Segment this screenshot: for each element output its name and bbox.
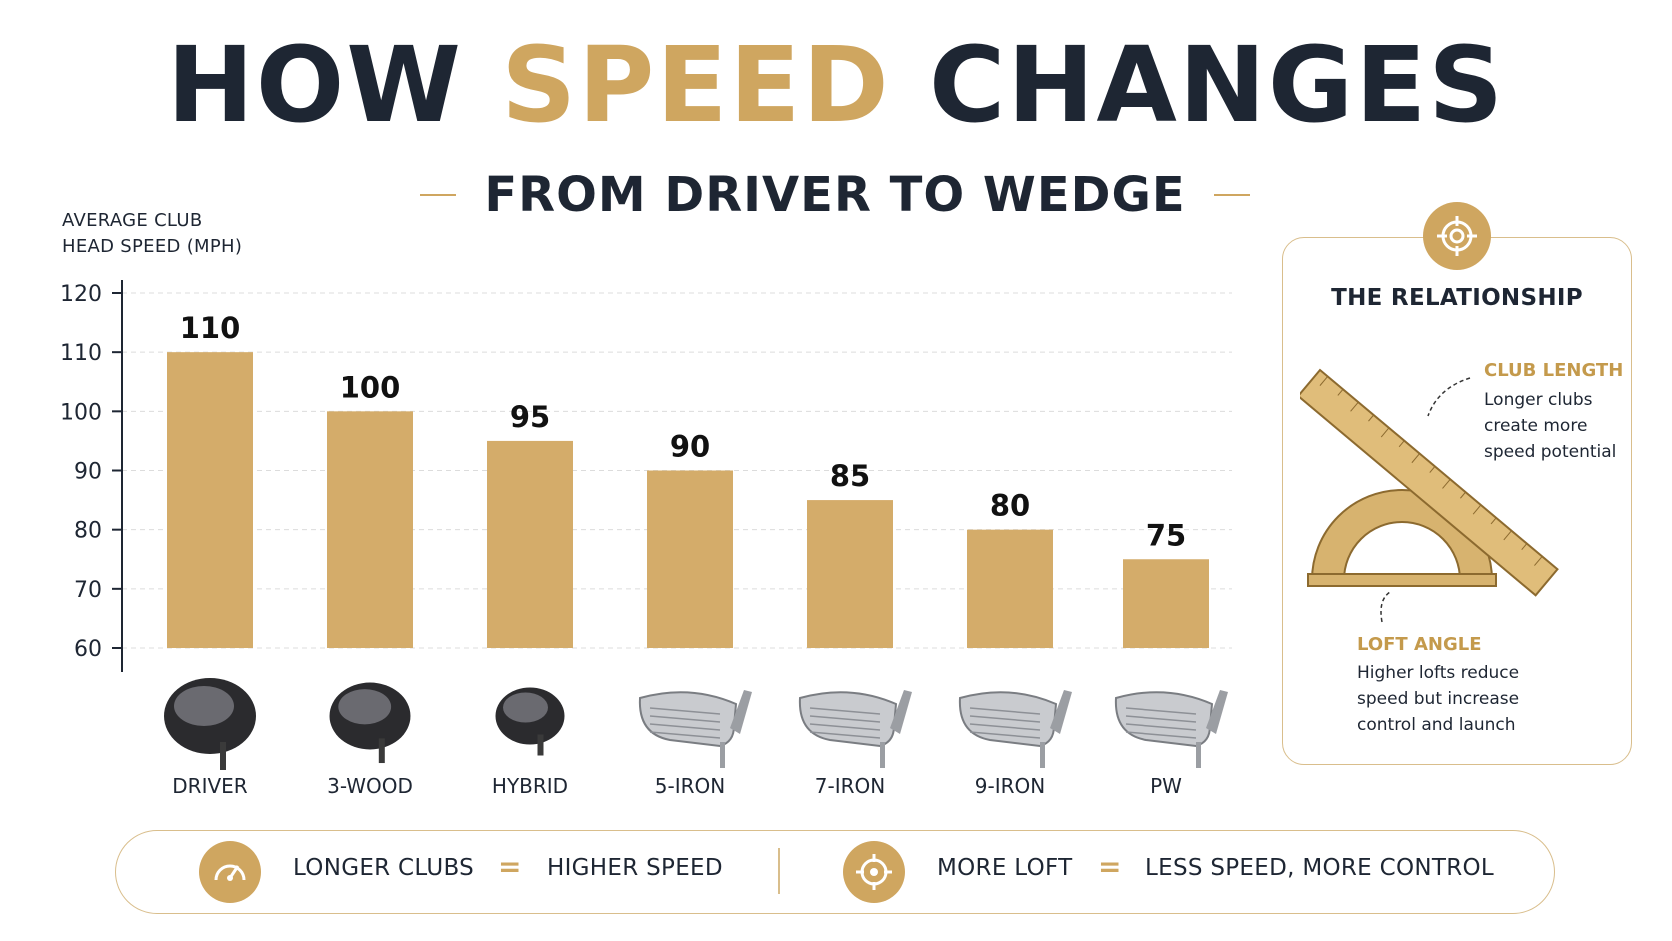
y-tick-label: 70 <box>74 578 102 603</box>
club-length-heading: CLUB LENGTH <box>1484 360 1624 381</box>
bar-chart: 60 70 80 90 100 110 120 110 100 95 90 85 80 75 DRIVE… <box>60 280 1232 798</box>
crosshair-icon <box>1437 216 1477 256</box>
club-length-text: Longer clubs create more speed potential <box>1484 390 1617 462</box>
summary-left-equals: = <box>498 850 522 883</box>
y-tick-label: 110 <box>60 341 102 366</box>
bar <box>487 440 573 648</box>
iron-icon <box>638 690 752 768</box>
data-label: 80 <box>990 489 1030 523</box>
data-label: 75 <box>1146 518 1186 552</box>
y-tick-label: 90 <box>74 460 102 485</box>
iron-icon <box>958 690 1072 768</box>
title-part2: CHANGES <box>890 24 1506 146</box>
title-accent: SPEED <box>501 24 891 146</box>
loft-angle-heading: LOFT ANGLE <box>1357 634 1482 655</box>
driver-icon <box>164 678 256 770</box>
data-label: 100 <box>340 370 401 404</box>
summary-right-a: MORE LOFT <box>937 855 1073 881</box>
wood-icon <box>329 682 411 764</box>
loft-angle-text: Higher lofts reduce speed but increase c… <box>1357 663 1520 735</box>
y-ticks: 60 70 80 90 100 110 120 <box>60 282 122 662</box>
gridlines <box>122 292 1232 649</box>
summary-right-b: LESS SPEED, MORE CONTROL <box>1145 855 1495 881</box>
subtitle-rule-left <box>420 194 457 196</box>
summary-left-b: HIGHER SPEED <box>547 855 723 881</box>
category-label: 3-WOOD <box>327 774 413 798</box>
speedometer-badge <box>199 841 261 903</box>
summary-divider <box>778 848 780 894</box>
y-tick-label: 80 <box>74 519 102 544</box>
category-label: HYBRID <box>492 774 568 798</box>
bar <box>167 352 253 648</box>
speedometer-icon <box>214 864 246 881</box>
y-tick-label: 60 <box>74 637 102 662</box>
data-label: 110 <box>180 311 241 345</box>
data-label: 90 <box>670 430 710 464</box>
y-tick-label: 100 <box>60 400 102 425</box>
summary-left-a: LONGER CLUBS <box>293 855 475 881</box>
bar <box>327 411 413 648</box>
subtitle-row: FROM DRIVER TO WEDGE <box>420 160 1250 230</box>
club-icons <box>164 678 1228 770</box>
category-label: DRIVER <box>172 774 248 798</box>
target-badge-small <box>843 841 905 903</box>
y-axis-label-line2: HEAD SPEED (MPH) <box>62 236 243 257</box>
category-label: PW <box>1150 774 1182 798</box>
hybrid-icon <box>495 687 565 756</box>
wedge-icon <box>1114 690 1228 768</box>
bar <box>807 500 893 648</box>
bar <box>647 470 733 648</box>
target-badge <box>1423 202 1491 270</box>
ruler-protractor-icon <box>1300 368 1559 623</box>
title-part1: HOW <box>166 24 502 146</box>
data-label: 85 <box>830 459 870 493</box>
category-label: 5-IRON <box>655 774 725 798</box>
y-tick-label: 120 <box>60 282 102 307</box>
subtitle-rule-right <box>1213 194 1250 196</box>
bars: 110 100 95 90 85 80 75 <box>167 311 1209 648</box>
bar <box>1123 559 1209 648</box>
panel-title: THE RELATIONSHIP <box>1331 285 1583 311</box>
summary-right-equals: = <box>1098 850 1122 883</box>
crosshair-icon <box>856 854 892 890</box>
y-axis-label-line1: AVERAGE CLUB <box>62 210 203 231</box>
subtitle: FROM DRIVER TO WEDGE <box>484 167 1186 223</box>
category-labels: DRIVER 3-WOOD HYBRID 5-IRON 7-IRON 9-IRON PW <box>172 774 1182 798</box>
category-label: 9-IRON <box>975 774 1045 798</box>
iron-icon <box>798 690 912 768</box>
summary-bar <box>115 830 1555 914</box>
category-label: 7-IRON <box>815 774 885 798</box>
data-label: 95 <box>510 400 550 434</box>
page-title: HOW SPEED CHANGES <box>0 28 1672 142</box>
y-axis-label: AVERAGE CLUB HEAD SPEED (MPH) <box>62 208 242 260</box>
bar <box>967 529 1053 648</box>
